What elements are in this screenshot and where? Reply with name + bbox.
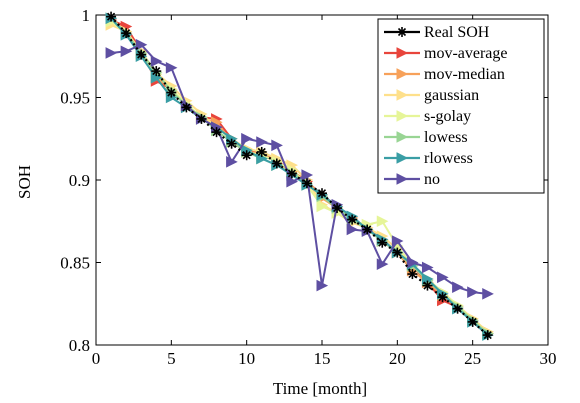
data-point — [482, 288, 494, 300]
data-point — [196, 113, 207, 124]
data-point — [406, 256, 419, 269]
y-tick-label: 0.95 — [60, 89, 90, 108]
legend-marker — [396, 131, 409, 143]
data-point — [467, 286, 479, 299]
data-point — [377, 237, 388, 248]
x-axis-label: Time [month] — [273, 379, 367, 398]
data-point — [226, 138, 237, 149]
data-point — [286, 168, 297, 179]
legend-marker — [397, 27, 407, 37]
data-point — [106, 11, 117, 22]
data-point — [437, 292, 448, 303]
legend-item: mov-average — [384, 45, 508, 62]
data-point — [332, 203, 343, 214]
legend-marker — [396, 110, 409, 122]
legend: Real SOH mov-average mov-median gaussian s-g… — [377, 18, 545, 194]
legend-item: lowess — [384, 129, 468, 146]
legend-marker — [396, 173, 409, 185]
y-tick-label: 0.9 — [69, 171, 90, 190]
legend-label: lowess — [424, 129, 468, 146]
series-layer — [105, 11, 494, 341]
data-point — [241, 150, 252, 161]
legend-marker — [396, 89, 409, 101]
data-point — [271, 158, 282, 169]
data-point — [391, 235, 404, 247]
data-point — [376, 258, 389, 270]
data-point — [271, 139, 283, 152]
x-tick-label: 0 — [92, 349, 101, 368]
legend-item: no — [384, 171, 440, 188]
data-point — [422, 280, 433, 291]
legend-item: gaussian — [384, 87, 479, 104]
data-point — [165, 61, 178, 74]
data-point — [376, 215, 389, 228]
legend-label: gaussian — [424, 87, 479, 104]
data-point — [151, 66, 162, 77]
data-point — [256, 136, 268, 148]
data-point — [316, 200, 329, 213]
legend-item: mov-median — [384, 66, 505, 83]
legend-item: s-golay — [384, 108, 471, 125]
data-point — [286, 175, 298, 188]
legend-label: rlowess — [424, 150, 473, 167]
data-point — [256, 146, 267, 157]
legend-label: Real SOH — [424, 24, 490, 41]
x-tick-label: 5 — [167, 349, 176, 368]
legend-item: Real SOH — [384, 24, 490, 41]
legend-box — [377, 18, 545, 194]
legend-item: rlowess — [384, 150, 473, 167]
data-point — [226, 156, 238, 168]
data-point — [362, 224, 373, 235]
data-point — [136, 49, 147, 60]
legend-marker — [396, 152, 409, 164]
data-point — [135, 38, 148, 51]
x-tick-label: 15 — [314, 349, 331, 368]
x-axis-ticks: 0 5 10 15 20 25 30 — [92, 15, 557, 368]
x-tick-label: 20 — [389, 349, 406, 368]
legend-label: mov-average — [424, 45, 508, 62]
series-real-soh — [106, 11, 493, 341]
data-point — [301, 169, 314, 181]
y-tick-label: 0.8 — [69, 336, 90, 355]
data-point — [347, 214, 358, 225]
data-point — [392, 247, 403, 258]
data-point — [181, 102, 192, 113]
y-tick-label: 0.85 — [60, 254, 90, 273]
y-axis-ticks: 0.8 0.85 0.9 0.95 1 — [60, 6, 548, 355]
data-point — [407, 269, 418, 280]
data-point — [317, 188, 327, 199]
data-point — [301, 178, 312, 189]
x-tick-label: 10 — [238, 349, 255, 368]
legend-label: no — [424, 171, 440, 188]
data-point — [166, 87, 177, 98]
data-point — [482, 330, 493, 341]
data-point — [467, 316, 478, 327]
y-tick-label: 1 — [82, 6, 91, 25]
data-point — [346, 223, 359, 236]
legend-label: s-golay — [424, 108, 471, 125]
data-point — [150, 55, 163, 68]
data-point — [211, 127, 222, 138]
data-point — [452, 303, 463, 314]
data-point — [121, 28, 132, 39]
x-tick-label: 30 — [540, 349, 557, 368]
data-point — [421, 261, 434, 274]
data-point — [241, 132, 253, 145]
y-axis-label: SOH — [15, 165, 34, 199]
legend-label: mov-median — [424, 66, 505, 83]
data-point — [105, 47, 118, 59]
legend-marker — [396, 47, 409, 59]
x-tick-label: 25 — [464, 349, 481, 368]
data-point — [452, 281, 464, 294]
data-point — [437, 271, 449, 284]
data-point — [120, 45, 133, 58]
data-point — [316, 279, 329, 292]
legend-marker — [396, 68, 409, 80]
